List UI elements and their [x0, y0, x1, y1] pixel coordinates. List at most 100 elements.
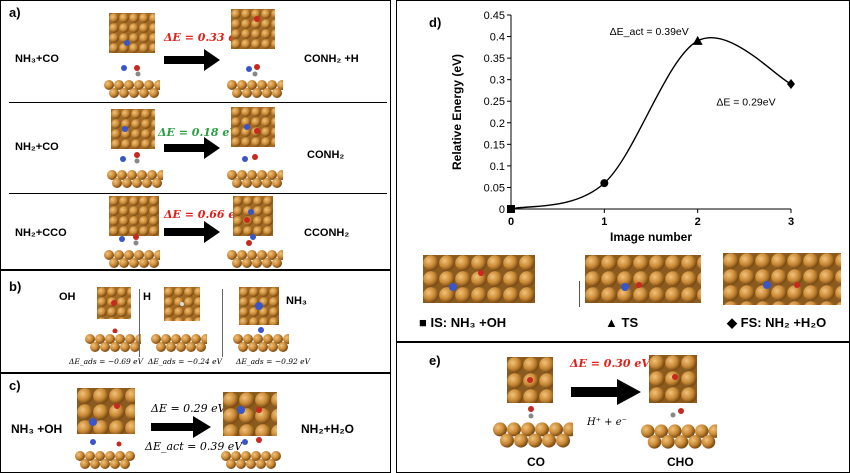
row-divider-1: [9, 102, 387, 103]
c-arrow-icon: [151, 416, 211, 438]
plot-frame: [447, 3, 807, 245]
y-axis-label: Relative Energy (eV): [450, 54, 464, 170]
c-product: NH₂+H₂O: [301, 422, 355, 436]
row3-delta-e: ΔE = 0.66 eV: [164, 208, 244, 221]
row1-reactant: NH₃+CO: [15, 53, 59, 65]
y-tick-label: 0.3: [490, 75, 505, 87]
legend-fs-marker: ◆: [727, 315, 737, 330]
nh3-eads: ΔE_ads = −0.92 eV: [236, 357, 311, 366]
h-side-view: [151, 333, 207, 352]
b-divider-1: [139, 289, 140, 357]
c-product-top-view: [223, 392, 277, 436]
legend-ts: ▲ TS: [605, 315, 638, 330]
y-tick-label: 0.2: [490, 118, 505, 130]
row1-reactant-top-view: [109, 13, 155, 53]
y-tick-label: 0.05: [484, 182, 505, 194]
y-tick-label: 0.1: [490, 161, 505, 173]
legend-is: ■ IS: NH₃ +OH: [419, 315, 506, 330]
row2-delta-e: ΔE = 0.18 eV: [158, 126, 238, 139]
row1-product-top-view: [231, 9, 275, 49]
panel-c-label: c): [9, 378, 21, 393]
row3-product-side-view: [227, 234, 283, 268]
data-point-1: [600, 179, 609, 188]
row2-product: CONH₂: [307, 149, 345, 161]
e-product: CHO: [667, 455, 694, 469]
c-delta-e: ΔE = 0.29 eV: [151, 402, 226, 415]
panel-e-label: e): [429, 353, 441, 368]
row2-arrow-icon: [164, 137, 220, 159]
row2-reactant: NH₂+CO: [15, 141, 59, 153]
fs-structure: [723, 253, 841, 305]
row3-reactant: NH₂+CCO: [15, 227, 67, 239]
row1-arrow-icon: [164, 49, 220, 71]
h-eads: ΔE_ads = −0.24 eV: [148, 357, 223, 366]
species-h-label: H: [143, 291, 151, 303]
panel-c: c) NH₃ +OH ΔE = 0.29 eV ΔE_act = 0.39 eV…: [0, 373, 391, 473]
oh-eads: ΔE_ads = −0.69 eV: [69, 357, 144, 366]
d-divider: [579, 281, 580, 307]
e-arrow-icon: [571, 379, 641, 405]
c-reactant: NH₃ +OH: [11, 422, 63, 436]
c-reactant-side-view: [75, 439, 135, 469]
legend-ts-marker: ▲: [605, 315, 618, 330]
y-tick-label: 0.25: [484, 96, 505, 108]
ts-structure: [585, 255, 701, 303]
row3-arrow-icon: [164, 221, 220, 243]
x-axis-label: Image number: [610, 230, 692, 244]
legend-ts-text: TS: [621, 315, 639, 330]
energy-curve: [510, 37, 792, 210]
panel-e: e) CO ΔE = 0.30 eV H⁺ + e⁻ CHO: [396, 342, 850, 473]
legend-fs: ◆ FS: NH₂ +H₂O: [727, 315, 826, 331]
e-reactant-side-view: [493, 406, 573, 448]
is-structure: [423, 255, 535, 303]
species-oh-label: OH: [59, 291, 76, 303]
c-reactant-top-view: [77, 388, 135, 434]
annotation-eact: ΔE_act = 0.39eV: [610, 26, 689, 38]
e-condition: H⁺ + e⁻: [587, 417, 627, 428]
nh3-top-view: [239, 287, 279, 325]
x-tick-label: 1: [601, 216, 607, 228]
data-point-is: [507, 205, 515, 213]
e-product-side-view: [641, 408, 717, 449]
species-nh3-label: NH₃: [286, 295, 307, 307]
y-tick-label: 0.45: [484, 10, 505, 22]
panel-d-label: d): [429, 15, 442, 30]
e-reactant-top-view: [507, 357, 553, 403]
data-point-ts: [692, 35, 703, 45]
row3-reactant-side-view: [104, 234, 160, 268]
legend-fs-text: FS: NH₂ +H₂O: [740, 315, 827, 330]
x-tick-label: 2: [695, 216, 701, 228]
row3-product-top-view: [233, 196, 273, 236]
oh-top-view: [97, 287, 131, 319]
panel-a: a) NH₃+CO ΔE = 0.33 eV CONH₂ +H NH₂+CO Δ…: [0, 0, 391, 270]
row1-delta-e: ΔE = 0.33 eV: [164, 31, 244, 44]
row2-reactant-side-view: [107, 152, 163, 188]
energy-chart: 0 0.05 0.1 0.15 0.2 0.25 0.3 0.35 0.4 0.45 0 1 2 3 Re…: [447, 3, 807, 245]
panel-a-label: a): [9, 5, 21, 20]
panel-d: d) 0 0.05 0.1 0.15 0.2 0.25 0.3 0.35 0.4 0.45 0 1 2 3…: [396, 0, 850, 342]
panel-b: b) OH ΔE_ads = −0.69 eV H ΔE_ads = −0.24…: [0, 270, 391, 373]
oh-side-view: [85, 328, 141, 352]
c-delta-e-act: ΔE_act = 0.39 eV: [145, 440, 243, 453]
row2-product-side-view: [227, 154, 283, 188]
annotation-de: ΔE = 0.29eV: [716, 97, 775, 109]
data-point-fs: [787, 78, 795, 89]
nh3-side-view: [233, 327, 289, 352]
y-tick-label: 0.35: [484, 53, 505, 65]
legend-is-text: IS: NH₃ +OH: [430, 315, 507, 330]
panel-b-label: b): [9, 279, 22, 294]
c-product-side-view: [221, 437, 281, 469]
legend-is-marker: ■: [419, 315, 427, 330]
y-tick-label: 0: [499, 204, 505, 216]
row-divider-2: [9, 193, 387, 194]
row3-product: CCONH₂: [304, 227, 350, 239]
e-reactant: CO: [527, 455, 545, 469]
row3-reactant-top-view: [109, 196, 159, 236]
row1-product-side-view: [227, 64, 283, 98]
e-delta-e: ΔE = 0.30 eV: [570, 357, 650, 370]
row1-product: CONH₂ +H: [304, 53, 359, 65]
e-product-top-view: [649, 355, 697, 403]
x-tick-label: 3: [788, 216, 794, 228]
row1-reactant-side-view: [104, 65, 160, 98]
row2-product-top-view: [231, 107, 275, 147]
